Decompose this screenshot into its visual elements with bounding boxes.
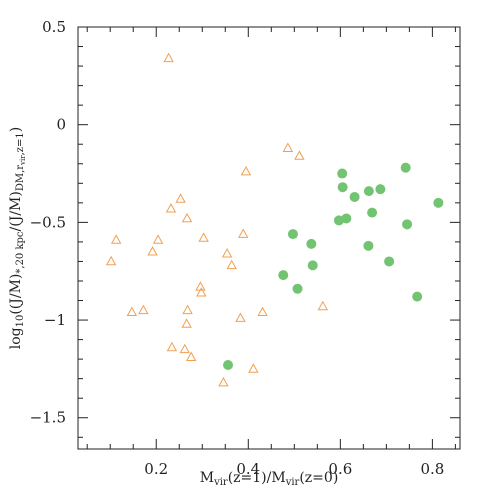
triangle-marker: [257, 306, 268, 317]
triangle-marker: [282, 142, 294, 152]
circle-marker: [363, 240, 374, 251]
circle-marker: [349, 191, 360, 202]
y-axis-title: log10((J/M)*,20 kpc/(J/M)DM,rvir,z=1): [8, 127, 27, 350]
triangle-marker: [163, 52, 174, 63]
x-tick-label: 0.4: [236, 460, 260, 478]
circle-marker: [278, 270, 289, 281]
triangle-marker: [238, 228, 249, 238]
x-axis-title: Mvir(z=1)/Mvir(z=0): [200, 470, 339, 488]
x-tick-label: 0.2: [144, 460, 168, 478]
circle-marker: [402, 219, 413, 230]
triangle-marker: [181, 318, 192, 328]
y-tick-label: −0.5: [30, 213, 66, 231]
y-tick-label: −1.5: [30, 409, 66, 427]
circle-marker: [363, 186, 374, 197]
triangle-marker: [165, 203, 177, 213]
triangle-marker: [126, 306, 138, 317]
circle-marker: [375, 184, 386, 195]
triangle-marker: [181, 212, 193, 223]
triangle-marker: [175, 193, 186, 203]
triangle-marker: [317, 300, 329, 311]
triangle-marker: [152, 234, 164, 244]
axis-ticks: [78, 26, 460, 449]
plot-frame: [77, 26, 461, 450]
x-tick-label: 0.8: [420, 460, 444, 478]
triangle-marker: [221, 247, 233, 258]
triangle-marker: [166, 341, 178, 352]
data-points: [105, 52, 444, 387]
triangle-marker: [198, 232, 209, 242]
circle-marker: [292, 283, 303, 294]
triangle-marker: [147, 246, 158, 256]
circle-marker: [367, 207, 378, 218]
triangle-marker: [240, 165, 252, 176]
circle-marker: [341, 213, 352, 224]
circle-marker: [400, 162, 411, 173]
circle-marker: [433, 197, 444, 208]
circle-marker: [337, 168, 348, 179]
triangle-marker: [105, 255, 117, 266]
triangle-marker: [138, 304, 149, 315]
triangle-marker: [196, 287, 207, 297]
circle-marker: [307, 260, 318, 271]
triangle-marker: [218, 376, 229, 387]
triangle-marker: [182, 304, 193, 315]
circle-marker: [287, 229, 298, 240]
y-tick-label: 0: [56, 116, 66, 134]
triangle-marker: [179, 343, 190, 354]
y-tick-label: −1: [44, 311, 66, 329]
triangle-marker: [294, 150, 305, 160]
triangle-marker: [110, 234, 122, 244]
circle-marker: [223, 359, 234, 370]
circle-marker: [412, 291, 423, 302]
circle-marker: [306, 238, 317, 249]
tick-labels: 0.2 0.4 0.6 0.8 0.5 0 −0.5 −1 −1.5: [30, 18, 445, 478]
circle-marker: [337, 182, 348, 193]
triangle-marker: [235, 312, 246, 322]
circle-marker: [384, 256, 395, 267]
triangle-marker: [248, 363, 259, 373]
triangle-marker: [186, 351, 197, 361]
x-tick-label: 0.6: [328, 460, 352, 478]
triangle-marker: [226, 259, 237, 270]
y-tick-label: 0.5: [42, 18, 66, 36]
